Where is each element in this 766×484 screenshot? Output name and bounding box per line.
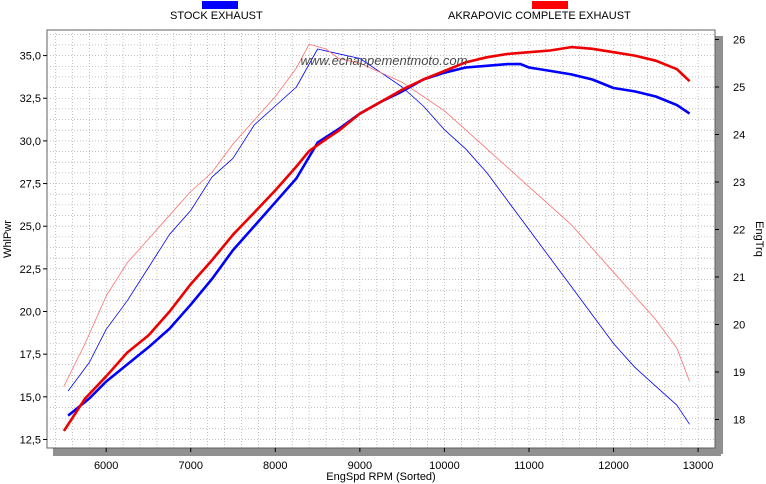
y-right-tick-label: 19 <box>733 367 745 379</box>
y-right-tick-label: 22 <box>733 225 745 237</box>
x-tick-label: 12000 <box>598 460 629 472</box>
x-tick-label: 13000 <box>683 460 714 472</box>
y-right-tick-label: 18 <box>733 415 745 427</box>
plot-shadow-bottom <box>53 448 721 456</box>
y-right-axis-label: EngTrq <box>753 221 765 257</box>
y-left-tick-label: 35,0 <box>20 51 41 63</box>
akrapovic-whlpwr-line <box>62 45 691 432</box>
y-left-tick-label: 25,0 <box>20 221 41 233</box>
legend-label-akrapovic: AKRAPOVIC COMPLETE EXHAUST <box>448 10 631 22</box>
y-left-tick-label: 17,5 <box>20 349 41 361</box>
y-left-axis-label: WhlPwr <box>2 220 14 258</box>
y-left-tick-label: 27,5 <box>20 179 41 191</box>
y-left-tick-label: 15,0 <box>20 392 41 404</box>
y-left-tick-label: 22,5 <box>20 264 41 276</box>
y-right-tick-label: 23 <box>733 177 745 189</box>
x-tick-label: 9000 <box>348 460 372 472</box>
y-right-tick-label: 25 <box>733 82 745 94</box>
y-right-tick-label: 21 <box>733 272 745 284</box>
x-tick-label: 11000 <box>514 460 544 472</box>
y-left-tick-label: 32,5 <box>20 93 41 105</box>
akrapovic-engtrq-line <box>63 43 690 387</box>
plot-shadow-right <box>715 36 723 454</box>
y-left-tick-label: 12,5 <box>20 434 41 446</box>
x-tick-label: 7000 <box>179 460 203 472</box>
x-tick-label: 8000 <box>263 460 287 472</box>
plot-area <box>46 29 716 449</box>
legend-label-stock: STOCK EXHAUST <box>170 10 263 22</box>
watermark-text: www.echappementmoto.com <box>301 53 468 68</box>
y-right-tick-label: 24 <box>733 130 745 142</box>
x-tick-label: 10000 <box>429 460 460 472</box>
y-left-tick-label: 30,0 <box>20 136 41 148</box>
y-right-tick-label: 26 <box>733 35 745 47</box>
y-right-tick-label: 20 <box>733 320 745 332</box>
legend-swatch-stock <box>202 1 238 9</box>
x-tick-label: 6000 <box>94 460 118 472</box>
grid <box>47 30 715 448</box>
y-left-tick-label: 20,0 <box>20 307 41 319</box>
x-axis-label: EngSpd RPM (Sorted) <box>326 471 435 483</box>
legend-swatch-akrapovic <box>532 1 568 9</box>
